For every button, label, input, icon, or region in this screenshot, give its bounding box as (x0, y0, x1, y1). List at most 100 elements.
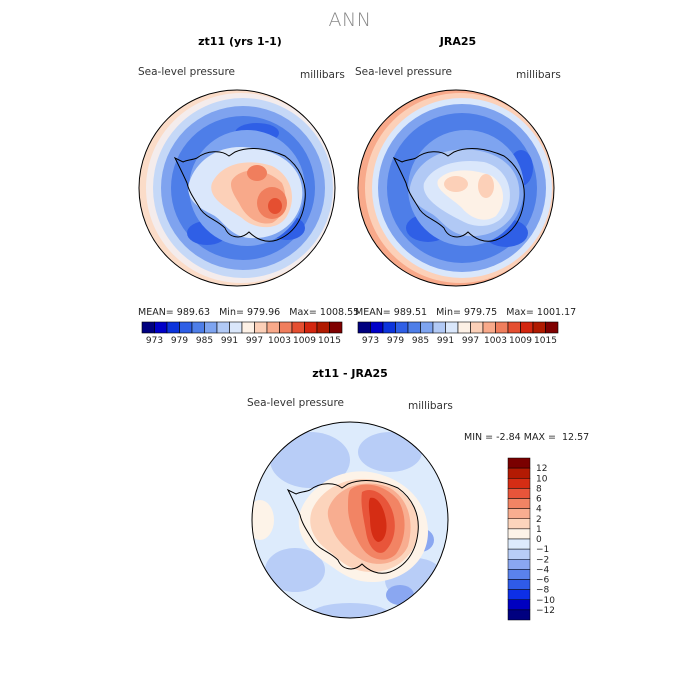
colorbar-swatch (457, 321, 471, 334)
colorbar-swatch (507, 321, 521, 334)
colorbar-tick-label: 8 (536, 484, 542, 494)
colorbar-swatch (241, 321, 255, 334)
max-label: MAX = (523, 432, 556, 443)
map-boundary (138, 89, 336, 287)
colorbar-swatch (507, 589, 531, 600)
panel2-title: JRA25 (439, 35, 477, 48)
colorbar-swatch (166, 321, 180, 334)
colorbar-tick-label: 1003 (268, 336, 291, 346)
antarctica-coastline (392, 148, 525, 242)
colorbar-tick-label: 1015 (318, 336, 341, 346)
colorbar-tick-label: −4 (536, 565, 550, 575)
min-label: Min= (219, 307, 244, 318)
contour-area (368, 497, 387, 542)
min-label: MIN = (464, 432, 494, 443)
colorbar-tick-label: 1009 (509, 336, 532, 346)
panel3-units-label: millibars (408, 400, 453, 412)
colorbar-swatch (507, 478, 531, 489)
colorbar-tick-label: −8 (536, 586, 550, 596)
colorbar-tick-labels: 973 979 985 991 997 1003 1009 1015 (362, 336, 557, 346)
colorbar-swatch (445, 321, 459, 334)
colorbar-swatch (191, 321, 205, 334)
colorbar-tick-label: 4 (536, 505, 542, 515)
colorbar-tick-label: 1015 (534, 336, 557, 346)
colorbar-swatch (304, 321, 318, 334)
colorbar-swatch (216, 321, 230, 334)
negative-anomaly (386, 585, 414, 605)
negative-anomaly (265, 548, 325, 592)
colorbar-tick-label: 0 (536, 535, 542, 545)
colorbar-tick-label: −1 (536, 545, 549, 555)
colorbar-swatch (179, 321, 193, 334)
mean-label: MEAN= (138, 307, 174, 318)
colorbar-swatch (507, 599, 531, 611)
colorbar-swatch (532, 321, 546, 334)
colorbar-swatch (495, 321, 509, 334)
panel2-colorbar: 973 979 985 991 997 1003 1009 1015 (357, 321, 559, 346)
colorbar-tick-label: 973 (146, 336, 163, 346)
figure-title: ANN (328, 9, 372, 31)
colorbar-swatch (470, 321, 484, 334)
mean-value: 989.63 (176, 307, 211, 318)
colorbar-swatch (507, 467, 531, 479)
contour-area (268, 198, 282, 214)
colorbar-swatch (432, 321, 446, 334)
colorbar-tick-label: 6 (536, 495, 542, 505)
panel1-stats: MEAN= 989.63 Min= 979.96 Max= 1008.55 (138, 307, 359, 318)
colorbar-tick-label: 10 (536, 474, 548, 484)
panel3-variable-label: Sea-level pressure (247, 397, 345, 409)
panel2-units-label: millibars (516, 69, 561, 81)
panel1-units-label: millibars (300, 69, 345, 81)
colorbar-tick-label: −10 (536, 596, 555, 606)
colorbar-tick-label: 991 (221, 336, 238, 346)
colorbar-swatch (507, 528, 531, 540)
max-label: Max= (289, 307, 317, 318)
max-label: Max= (506, 307, 534, 318)
colorbar-tick-label: 997 (462, 336, 479, 346)
colorbar-swatch (482, 321, 496, 334)
negative-anomaly (310, 603, 390, 618)
min-value: 979.75 (463, 307, 498, 318)
colorbar-swatch (520, 321, 534, 334)
colorbar-tick-label: −6 (536, 576, 550, 586)
colorbar-swatch (141, 321, 155, 334)
colorbar-swatch (204, 321, 218, 334)
colorbar-tick-label: 985 (196, 336, 213, 346)
contour-area (444, 176, 468, 192)
colorbar-swatch (420, 321, 434, 334)
colorbar-tick-label: 12 (536, 464, 547, 474)
max-value: 1008.55 (319, 307, 360, 318)
colorbar-swatch (279, 321, 293, 334)
negative-anomaly (358, 432, 422, 472)
contour-area (478, 174, 494, 198)
colorbar-tick-labels: 973 979 985 991 997 1003 1009 1015 (146, 336, 341, 346)
colorbar-tick-label: 2 (536, 515, 542, 525)
colorbar-swatches (507, 457, 531, 621)
max-value: 1001.17 (536, 307, 577, 318)
panel1-title: zt11 (yrs 1-1) (198, 35, 282, 48)
min-value: -2.84 (496, 432, 521, 443)
colorbar-swatch (229, 321, 243, 334)
colorbar-swatch (382, 321, 396, 334)
colorbar-swatch (291, 321, 305, 334)
panel2-map (357, 89, 555, 287)
panel1-map (138, 89, 336, 287)
colorbar-swatch (507, 548, 531, 560)
negative-anomaly (270, 432, 350, 488)
panel2-stats: MEAN= 989.51 Min= 979.75 Max= 1001.17 (355, 307, 576, 318)
colorbar-tick-label: 973 (362, 336, 379, 346)
panel1-variable-label: Sea-level pressure (138, 66, 236, 78)
colorbar-swatch (254, 321, 268, 334)
colorbar-swatch (357, 321, 371, 334)
colorbar-swatch (316, 321, 330, 334)
mean-value: 989.51 (393, 307, 428, 318)
colorbar-swatches (141, 321, 343, 334)
colorbar-swatch (266, 321, 280, 334)
map-boundary (251, 421, 449, 619)
colorbar-swatch (507, 508, 531, 519)
colorbar-tick-label: 1003 (484, 336, 507, 346)
colorbar-swatch (507, 559, 531, 570)
panel2-variable-label: Sea-level pressure (355, 66, 453, 78)
